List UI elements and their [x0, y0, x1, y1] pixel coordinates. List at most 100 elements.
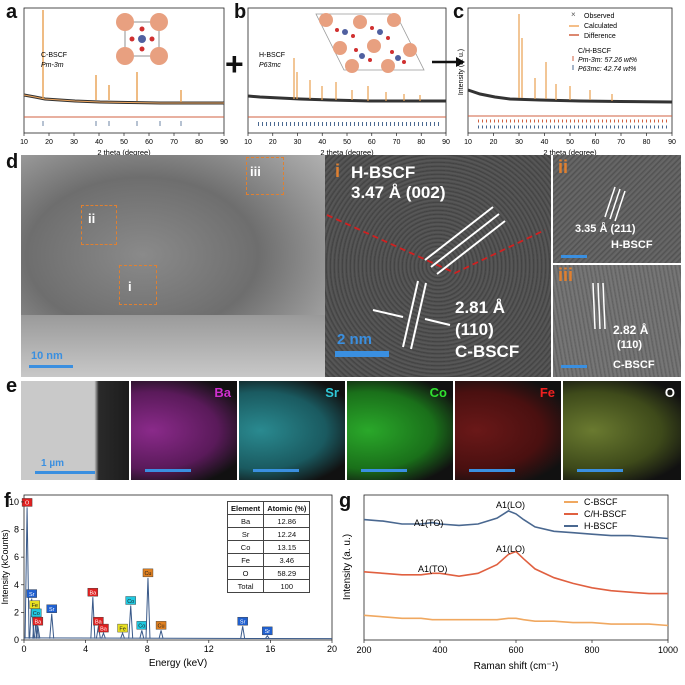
peak-label-ch-a1lo: A1(LO) [496, 544, 525, 554]
x-tick-label: 8 [145, 644, 150, 654]
eds-map-o-label: O [664, 385, 675, 400]
scale-bar [561, 365, 587, 368]
panel-a-plot [23, 7, 225, 134]
hrtem-tag-ii: ii [558, 157, 569, 177]
lattice-fringe [410, 282, 427, 350]
hrtem-image-i: i H-BSCF 3.47 Å (002) 2.81 Å (110) C-BSC… [325, 155, 551, 377]
panel-b-xlabel: 2 theta (degree) [320, 148, 374, 157]
table-cell: Total [226, 579, 265, 593]
roi-tag-i: i [128, 279, 132, 294]
y-tick-label: 4 [14, 580, 19, 590]
table-cell: 100 [263, 579, 311, 593]
hrtem-i-overlay [326, 206, 546, 350]
xrd-row-figure: + [20, 7, 676, 157]
eds-peak-tag-label: Cu [158, 624, 165, 630]
x-tick-label: 1000 [658, 645, 678, 655]
scale-bar [577, 469, 623, 472]
panel-c-legend-observed: Observed [584, 13, 614, 20]
y-tick-label: 10 [9, 497, 19, 507]
cubic-crystal-icon [116, 13, 168, 65]
hrtem-i-plane-bottom: (110) [455, 320, 494, 339]
hrtem-i-phase-bottom: C-BSCF [455, 342, 520, 361]
eds-peak-tag-label: Co [127, 599, 134, 605]
hrtem-tag-i: i [335, 161, 341, 181]
x-tick-label: 0 [21, 644, 26, 654]
panel-c-phase2: P63mc: 42.74 wt% [578, 66, 636, 73]
xrd-tick-label: 60 [145, 139, 153, 146]
xrd-tick-label: 70 [393, 139, 401, 146]
panel-a-bragg-ticks [42, 121, 182, 126]
scale-bar-label: 1 µm [41, 458, 64, 469]
panel-a-space-group: Pm-3m [41, 62, 64, 69]
panel-label-d: d [6, 151, 19, 173]
eds-peak [128, 605, 134, 639]
panel-label-g: g [339, 490, 352, 512]
table-cell: Fe [226, 553, 265, 567]
table-cell: Ba [226, 514, 265, 528]
panel-g-ticks: 200 400 600 800 1000 [356, 640, 678, 655]
hrtem-iii-phase: C-BSCF [613, 359, 655, 371]
scale-bar [253, 469, 299, 472]
lattice-fringe [436, 220, 506, 275]
xrd-tick-label: 40 [95, 139, 103, 146]
eds-map-fe-label: Fe [539, 385, 555, 400]
table-cell: 58.29 [263, 566, 311, 580]
hrtem-ii-spacing: 3.35 Å (211) [575, 223, 636, 235]
raman-series-line [363, 510, 669, 540]
hrtem-i-spacing-top: 3.47 Å (002) [351, 183, 446, 202]
legend-h-bscf: H-BSCF [584, 521, 618, 531]
table-row: Co 13.15 [226, 540, 311, 554]
panel-b-space-group: P63mc [259, 62, 281, 69]
x-tick-label: 400 [432, 645, 447, 655]
sem-image: 1 µm [21, 381, 129, 480]
peak-label-h-a1lo: A1(LO) [496, 500, 525, 510]
eds-map-ba-label: Ba [214, 385, 231, 400]
roi-box-i [119, 265, 157, 305]
eds-peak [240, 626, 246, 639]
eds-peak-tag [46, 604, 57, 613]
xrd-tick-label: 90 [442, 139, 450, 146]
xrd-tick-label: 50 [343, 139, 351, 146]
panel-c-xlabel: 2 theta (degree) [543, 148, 597, 157]
eds-peak-tag-label: Sr [265, 629, 271, 635]
panel-label-c: c [453, 1, 465, 23]
lattice-fringe [402, 280, 419, 348]
scale-bar-label: 2 nm [337, 331, 373, 348]
panel-b-sample: H-BSCF [259, 52, 285, 59]
eds-peak [139, 630, 145, 639]
interface-boundary [326, 214, 546, 274]
eds-map-sr: Sr [239, 381, 345, 480]
eds-peak-tag-label: Co [138, 624, 145, 630]
panel-c-ylabel: Intensity (a. u.) [458, 49, 465, 95]
eds-peak-tag-label: Sr [240, 619, 246, 625]
eds-peak-tag-label: Ba [100, 626, 108, 632]
xrd-tick-label: 40 [541, 139, 549, 146]
xrd-tick-label: 50 [120, 139, 128, 146]
x-tick-label: 12 [204, 644, 214, 654]
lattice-fringe [430, 213, 500, 268]
eds-peak-tag [87, 587, 99, 597]
table-cell: Sr [226, 527, 265, 541]
panel-c-sample: C/H-BSCF [578, 48, 611, 55]
eds-peak-tag-label: Cu [144, 571, 151, 577]
panel-label-a: a [6, 1, 18, 23]
measure-arrow-icon [424, 318, 451, 326]
panel-c-plot: × [467, 7, 673, 134]
panel-c-legend-difference: Difference [584, 33, 616, 40]
eds-peak-tag-label: Fe [32, 603, 38, 609]
xrd-tick-label: 60 [368, 139, 376, 146]
eds-peak-tag [31, 608, 42, 618]
measure-arrow-icon [372, 309, 404, 318]
panel-g-spectra [363, 510, 669, 627]
eds-peak [100, 631, 106, 639]
roi-box-iii [246, 157, 284, 195]
panel-f-ticks: 0 4 8 12 16 20 0 2 4 6 8 10 [9, 497, 337, 654]
eds-peak [145, 577, 151, 639]
hexagonal-crystal-icon [315, 13, 425, 73]
eds-peak [158, 630, 164, 639]
x-tick-label: 200 [356, 645, 371, 655]
panel-label-f: f [4, 490, 11, 512]
hrtem-image-iii: iii 2.82 Å (110) C-BSCF [553, 265, 681, 377]
eds-peak-tag [29, 600, 40, 609]
eds-baseline [23, 637, 333, 640]
